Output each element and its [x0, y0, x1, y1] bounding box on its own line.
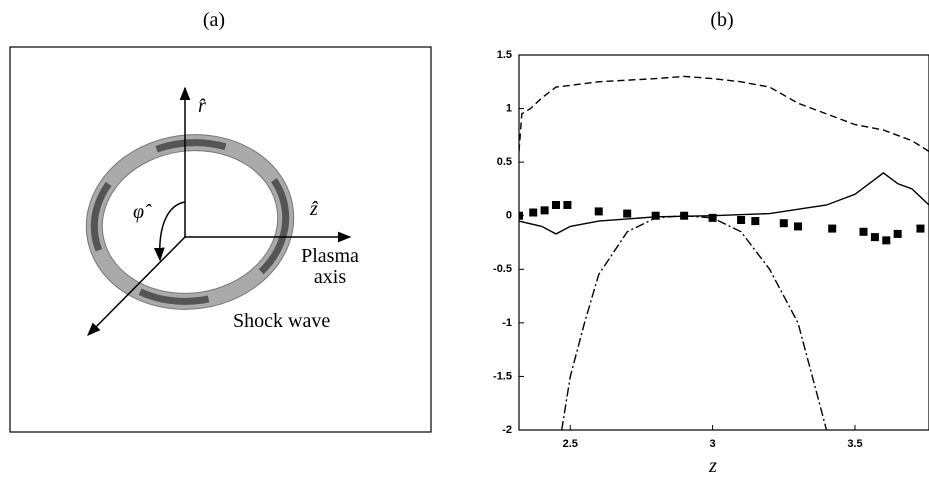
marker: [680, 211, 689, 220]
marker: [737, 216, 746, 224]
third-axis: [87, 236, 186, 336]
x-axis-label: z: [708, 455, 717, 477]
y-tick-label: -1.5: [493, 370, 512, 382]
line: [519, 75, 929, 152]
marker: [751, 217, 760, 226]
shock-ring: [85, 134, 295, 310]
y-tick-label: 0: [506, 210, 512, 222]
line: [519, 172, 929, 235]
x-tick-label: 3.5: [847, 438, 862, 450]
shock-label: Shock wave: [233, 310, 330, 332]
marker: [540, 206, 549, 215]
y-tick-label: 0.5: [497, 156, 512, 168]
marker: [623, 209, 632, 218]
y-tick-label: -1: [502, 317, 512, 329]
marker: [708, 213, 717, 222]
marker: [893, 229, 902, 238]
x-tick-label: 2.5: [563, 438, 578, 450]
z-label: ẑ: [309, 198, 318, 220]
r-label: r̂: [198, 95, 206, 117]
panel-label: (a): [203, 9, 225, 31]
x-tick-label: 3: [710, 438, 716, 450]
phi-arrow: [153, 201, 186, 262]
marker: [794, 222, 803, 231]
y-tick-label: 1.5: [497, 49, 512, 61]
y-tick-label: 1: [506, 102, 512, 114]
marker: [828, 224, 837, 233]
panel-frame: [9, 46, 432, 433]
y-tick-label: -0.5: [493, 263, 512, 275]
marker: [916, 224, 925, 233]
marker: [651, 211, 660, 220]
line: [561, 214, 828, 430]
marker: [882, 236, 891, 245]
marker: [529, 208, 538, 217]
marker: [859, 227, 868, 236]
marker: [594, 207, 603, 216]
marker: [563, 201, 572, 209]
marker: [870, 233, 879, 242]
phi-label: φ̂: [133, 201, 152, 223]
plasma-label: axis: [314, 266, 346, 288]
marker: [519, 211, 523, 220]
plasma-label: Plasma: [301, 245, 359, 267]
chart-title: (b): [710, 9, 733, 31]
plot-frame: [518, 54, 929, 431]
y-tick-label: -2: [502, 424, 512, 436]
marker: [552, 201, 561, 209]
marker: [779, 219, 788, 228]
